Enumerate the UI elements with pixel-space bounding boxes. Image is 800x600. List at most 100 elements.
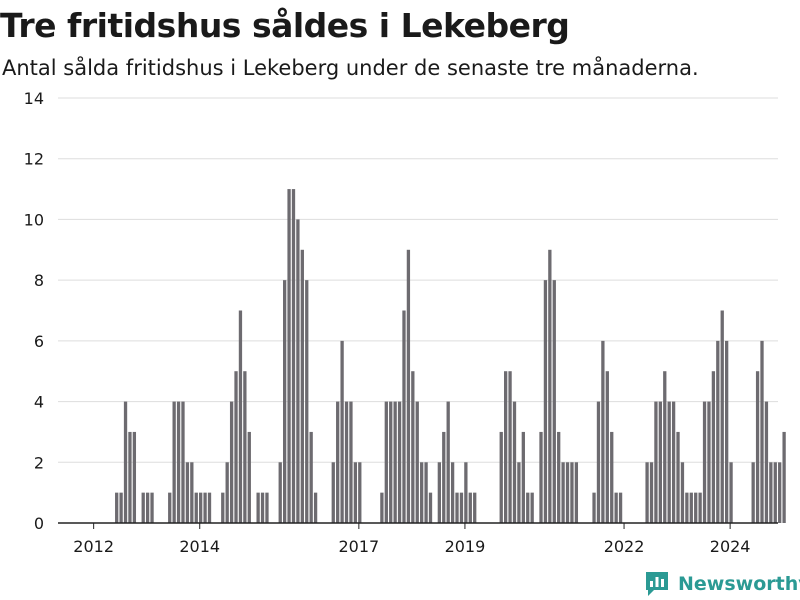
bar <box>592 492 596 523</box>
bar <box>521 431 525 523</box>
bars-layer <box>115 189 786 524</box>
bar <box>168 492 172 523</box>
bar <box>190 462 194 523</box>
bar <box>782 431 786 523</box>
bar-chart-logo-icon <box>646 572 668 596</box>
bar <box>725 340 729 523</box>
x-tick-label: 2019 <box>445 537 486 556</box>
bar <box>720 310 724 523</box>
bar <box>543 280 548 523</box>
y-tick-label: 8 <box>34 271 44 290</box>
bar <box>552 280 556 523</box>
bar <box>667 401 671 523</box>
bar <box>291 189 296 523</box>
bar <box>601 340 605 523</box>
bar <box>229 401 234 523</box>
bar <box>420 462 424 523</box>
bar <box>526 492 530 523</box>
bar <box>442 431 446 523</box>
x-tick-label: 2017 <box>338 537 379 556</box>
bar <box>150 492 154 523</box>
bar <box>773 462 777 523</box>
bar <box>406 249 411 524</box>
bar <box>654 401 658 523</box>
bar <box>707 401 711 523</box>
bar <box>397 401 402 523</box>
bar <box>428 492 433 523</box>
bar <box>203 492 207 523</box>
bar <box>247 431 251 523</box>
bar <box>694 492 698 523</box>
bar <box>548 249 552 524</box>
bar <box>711 371 716 523</box>
bar <box>645 462 649 523</box>
bar <box>455 492 459 523</box>
bar <box>243 371 247 523</box>
bar <box>199 492 203 523</box>
bar <box>344 401 349 523</box>
bar <box>221 492 225 523</box>
bar <box>265 492 269 523</box>
bar <box>384 401 388 523</box>
bar <box>512 401 517 523</box>
bar <box>671 401 676 523</box>
bar <box>778 462 782 523</box>
bar <box>336 401 340 523</box>
bar <box>389 401 393 523</box>
bar <box>181 401 185 523</box>
chart-subtitle: Antal sålda fritidshus i Lekeberg under … <box>2 56 699 80</box>
bar <box>689 492 693 523</box>
bar <box>340 340 344 523</box>
bar <box>530 492 534 523</box>
bar <box>234 371 238 523</box>
bar <box>313 492 318 523</box>
bar <box>446 401 450 523</box>
bar <box>764 401 769 523</box>
bar <box>508 371 512 523</box>
bar <box>132 431 137 523</box>
bar <box>729 462 733 523</box>
bar <box>194 492 198 523</box>
bar <box>424 462 428 523</box>
bar <box>596 401 601 523</box>
bar <box>256 492 260 523</box>
bar <box>649 462 654 523</box>
x-tick-label: 2014 <box>179 537 220 556</box>
bar <box>283 280 287 523</box>
bar <box>760 340 764 523</box>
bar <box>702 401 707 523</box>
bar <box>676 431 680 523</box>
y-tick-label: 2 <box>34 453 44 472</box>
bar <box>393 401 397 523</box>
y-tick-label: 4 <box>34 393 44 412</box>
y-tick-label: 0 <box>34 514 44 533</box>
bar <box>300 249 304 524</box>
newsworthy-brand[interactable]: Newsworthy <box>644 568 800 600</box>
bar <box>145 492 150 523</box>
bar <box>207 492 212 523</box>
bar <box>305 280 309 523</box>
bar <box>468 492 472 523</box>
y-tick-label: 6 <box>34 332 44 351</box>
y-tick-label: 14 <box>24 89 44 108</box>
bar <box>610 431 614 523</box>
y-tick-label: 12 <box>24 150 44 169</box>
bar <box>698 492 702 523</box>
y-tick-label: 10 <box>24 210 44 229</box>
bar <box>464 462 468 523</box>
bar <box>561 462 565 523</box>
bar <box>574 462 579 523</box>
axis-layer: 2012 2014 2017 2019 2022 2024 <box>58 522 778 556</box>
brand-name: Newsworthy <box>678 573 800 595</box>
bar <box>663 371 667 523</box>
bar <box>499 431 503 523</box>
bar <box>504 371 508 523</box>
bar <box>570 462 574 523</box>
bar <box>618 492 623 523</box>
bar <box>716 340 720 523</box>
bar <box>349 401 353 523</box>
x-tick-label: 2022 <box>604 537 645 556</box>
bar <box>123 401 128 523</box>
grid-layer: 0 2 4 6 8 10 12 14 <box>24 89 778 533</box>
bar <box>658 401 662 523</box>
